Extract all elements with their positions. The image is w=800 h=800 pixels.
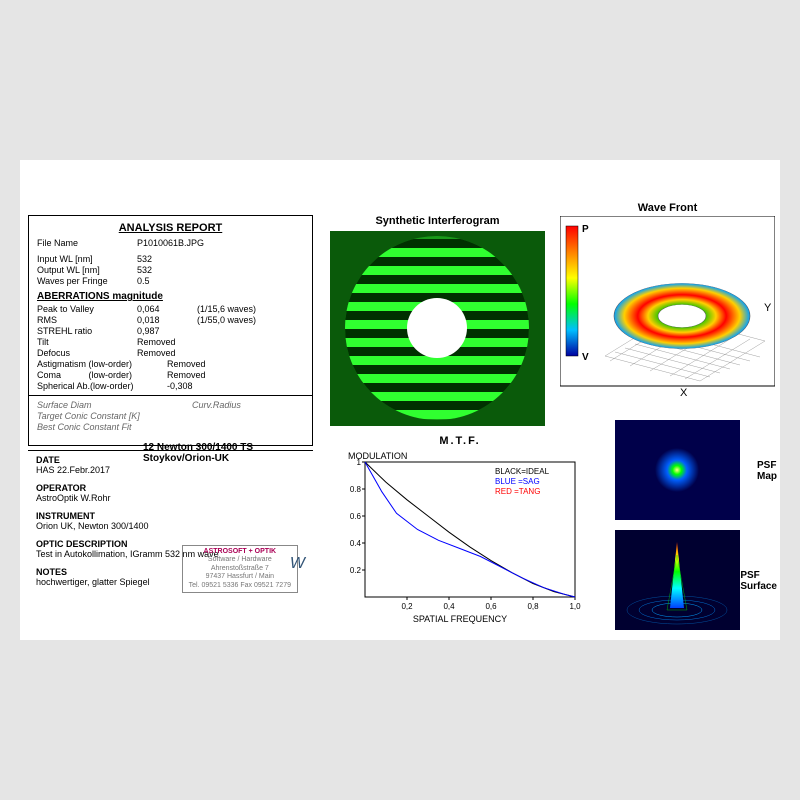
tilt-label: Tilt <box>37 337 137 347</box>
psf-map-panel: PSF Map <box>615 420 775 522</box>
svg-text:0,8: 0,8 <box>527 602 539 611</box>
svg-text:0,6: 0,6 <box>485 602 497 611</box>
svg-text:0.8: 0.8 <box>350 485 362 494</box>
wave-y-label: Y <box>764 302 772 314</box>
svg-text:0,4: 0,4 <box>443 602 455 611</box>
svg-text:0.2: 0.2 <box>350 566 362 575</box>
wavefront-title: Wave Front <box>560 202 775 214</box>
target-conic: Target Conic Constant [K] <box>37 411 140 421</box>
defocus-label: Defocus <box>37 348 137 358</box>
coma-label: Coma (low-order) <box>37 370 167 380</box>
mtf-panel: M.T.F. MODULATION 0.20.40.60.81 0,20,40,… <box>330 435 590 630</box>
stamp-line-1: Software / Hardware <box>189 556 291 564</box>
ptv-val: 0,064 <box>137 304 197 314</box>
best-conic: Best Conic Constant Fit <box>37 422 132 432</box>
svg-text:1: 1 <box>357 458 362 467</box>
op-val: AstroOptik W.Rohr <box>36 493 305 503</box>
interferogram-svg <box>330 231 545 426</box>
psf-map-label: PSF Map <box>757 460 777 482</box>
input-wl-label: Input WL [nm] <box>37 254 137 264</box>
interferogram-panel: Synthetic Interferogram <box>330 215 545 428</box>
stamp-line-3: 97437 Hassfurt / Main <box>189 573 291 581</box>
surf-diam: Surface Diam <box>37 400 92 410</box>
date-val: HAS 22.Febr.2017 <box>36 465 305 475</box>
mtf-leg-tang: RED =TANG <box>495 487 540 496</box>
astig-val: Removed <box>167 359 206 369</box>
svg-text:0.6: 0.6 <box>350 512 362 521</box>
defocus-val: Removed <box>137 348 176 358</box>
sph-label: Spherical Ab.(low-order) <box>37 381 167 391</box>
mtf-leg-ideal: BLACK=IDEAL <box>495 467 550 476</box>
stamp-line-2: Ahrenstoßstraße 7 <box>189 565 291 573</box>
svg-text:0.4: 0.4 <box>350 539 362 548</box>
strehl-label: STREHL ratio <box>37 326 137 336</box>
aberrations-head: ABERRATIONS magnitude <box>37 291 304 302</box>
wpf: 0.5 <box>137 276 150 286</box>
mtf-xlabel: SPATIAL FREQUENCY <box>413 614 507 624</box>
signature-icon: W <box>290 554 305 573</box>
astig-label: Astigmatism (low-order) <box>37 359 167 369</box>
analysis-report-page: ANALYSIS REPORT File NameP1010061B.JPG I… <box>20 160 780 640</box>
file-name-label: File Name <box>37 238 137 248</box>
psf-map-svg <box>615 420 740 520</box>
sph-val: -0,308 <box>167 381 193 391</box>
wave-x-label: X <box>680 387 688 399</box>
wavefront-panel: Wave Front P V <box>560 202 775 408</box>
output-wl: 532 <box>137 265 152 275</box>
mtf-leg-sag: BLUE =SAG <box>495 477 540 486</box>
mtf-title: M.T.F. <box>330 435 590 447</box>
file-name: P1010061B.JPG <box>137 238 204 248</box>
mtf-svg: MODULATION 0.20.40.60.81 0,20,40,60,81,0… <box>330 447 590 627</box>
report-panel: ANALYSIS REPORT File NameP1010061B.JPG I… <box>28 215 313 446</box>
stamp-line-4: Tel. 09521 5336 Fax 09521 7279 <box>189 582 291 590</box>
rms-val: 0,018 <box>137 315 197 325</box>
svg-text:1,0: 1,0 <box>569 602 581 611</box>
psf-surface-svg <box>615 530 740 630</box>
inst-head: INSTRUMENT <box>36 511 305 521</box>
ptv-waves: (1/15,6 waves) <box>197 304 287 314</box>
psf-surface-label: PSF Surface <box>740 570 777 592</box>
rms-label: RMS <box>37 315 137 325</box>
input-wl: 532 <box>137 254 152 264</box>
report-title: ANALYSIS REPORT <box>37 222 304 234</box>
inst-val: Orion UK, Newton 300/1400 <box>36 521 305 531</box>
strehl-val: 0,987 <box>137 326 197 336</box>
ptv-label: Peak to Valley <box>37 304 137 314</box>
tilt-val: Removed <box>137 337 176 347</box>
stamp-line-0: ASTROSOFT + OPTIK <box>189 548 291 556</box>
interferogram-title: Synthetic Interferogram <box>330 215 545 227</box>
wpf-label: Waves per Fringe <box>37 276 137 286</box>
newton-title: 12 Newton 300/1400 TS Stoykov/Orion-UK <box>143 442 313 464</box>
coma-val: Removed <box>167 370 206 380</box>
psf-surface-panel: PSF Surface <box>615 530 775 632</box>
op-head: OPERATOR <box>36 483 305 493</box>
company-stamp: ASTROSOFT + OPTIK Software / Hardware Ah… <box>182 545 298 593</box>
svg-text:0,2: 0,2 <box>401 602 413 611</box>
report-lower: 12 Newton 300/1400 TS Stoykov/Orion-UK D… <box>28 440 313 601</box>
curv-radius: Curv.Radius <box>192 400 241 410</box>
wave-v: V <box>582 352 589 363</box>
wave-p: P <box>582 224 589 235</box>
rms-waves: (1/55,0 waves) <box>197 315 287 325</box>
wavefront-svg: P V X Y <box>560 216 775 406</box>
output-wl-label: Output WL [nm] <box>37 265 137 275</box>
